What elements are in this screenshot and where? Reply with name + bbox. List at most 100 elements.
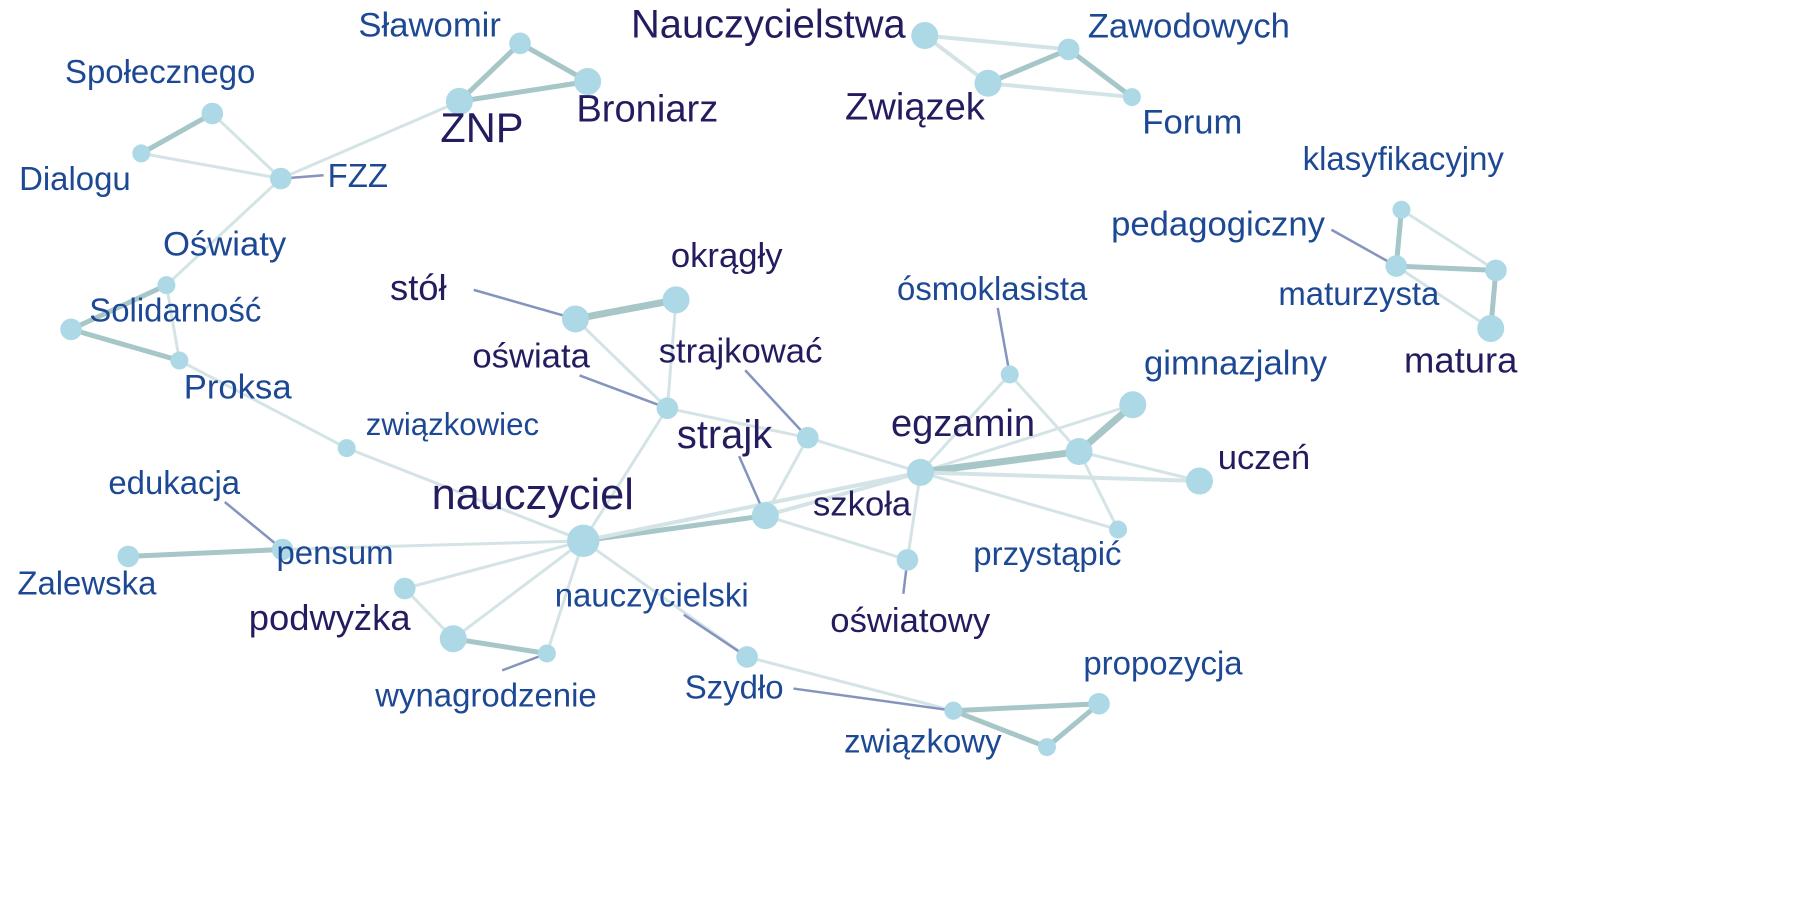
label-zwiazkowy: związkowy <box>844 722 1002 759</box>
label-broniarz: Broniarz <box>576 87 718 130</box>
edges-layer <box>68 33 1499 750</box>
node-zwk_node <box>944 701 963 720</box>
label-egzamin: egzamin <box>891 402 1035 445</box>
node-klasyfikacyjny <box>1392 200 1411 219</box>
node-egzamin <box>906 458 934 486</box>
node-strajk <box>751 502 779 530</box>
node-zalewska <box>117 545 140 568</box>
node-zwiazkowiec <box>337 439 356 458</box>
label-strajkowac: strajkować <box>659 332 823 370</box>
edge-nauczyciel-wynagrodzenie <box>545 539 585 655</box>
node-stol <box>561 305 589 333</box>
node-osmoklasista <box>1000 365 1019 384</box>
node-zwiazek <box>974 69 1002 97</box>
label-forum: Forum <box>1142 103 1242 141</box>
label-oswiata: oświata <box>472 337 590 375</box>
node-maturzysta <box>1485 259 1507 282</box>
label-spolecznego: Społecznego <box>65 53 255 90</box>
leader-szydlo <box>793 687 954 712</box>
label-nauczyciel: nauczyciel <box>432 471 634 519</box>
label-fzz: FZZ <box>328 157 388 194</box>
label-nauczycielski: nauczycielski <box>555 577 749 614</box>
label-szydlo: Szydło <box>685 669 784 706</box>
node-strajkowac <box>796 426 819 449</box>
edge-pedagogiczny-matura <box>1394 264 1493 330</box>
node-uczen <box>1186 467 1214 495</box>
label-okragly: okrągły <box>671 237 783 275</box>
node-podwyzka <box>439 625 467 653</box>
label-propozycja: propozycja <box>1083 644 1243 681</box>
edge-egzamin-uczen <box>918 470 1202 484</box>
edge-stol-oswiata <box>573 317 669 410</box>
edge-oswiata-nauczyciel <box>581 406 669 543</box>
label-zwiazkowiec: związkowiec <box>366 407 539 442</box>
edge-oswiaty-solid_node <box>68 282 169 332</box>
node-znp <box>445 87 473 115</box>
edge-oswiaty-proksa <box>164 283 181 363</box>
label-strajk: strajk <box>677 413 772 457</box>
node-matura <box>1477 314 1505 342</box>
edge-osmoklasista-egzamin <box>918 372 1012 474</box>
label-oswiatowy: oświatowy <box>830 602 991 640</box>
label-osmoklasista: ósmoklasista <box>897 270 1088 307</box>
node-nauczyciel <box>567 524 600 558</box>
label-dialogu: Dialogu <box>19 160 131 197</box>
edge-slawomir-znp <box>456 40 523 104</box>
node-nauczycielstwa <box>911 22 939 50</box>
edge-podwyzka-wynagrodzenie <box>450 636 550 656</box>
node-okragly <box>662 286 690 314</box>
node-solid_node <box>60 318 82 341</box>
label-klasyfikacyjny: klasyfikacyjny <box>1303 140 1505 177</box>
edge-pensum-zalewska <box>125 546 286 559</box>
node-propozycja <box>1088 692 1110 715</box>
edge-egzamin-szkola <box>905 470 922 562</box>
edge-spolecznego-fzz <box>210 112 283 181</box>
label-przystapic: przystąpić <box>973 535 1121 572</box>
node-oswiata <box>656 397 679 420</box>
node-gimnazjalny <box>1119 391 1147 419</box>
edge-nauczyciel-egzamin <box>581 470 923 543</box>
node-nauczycielski <box>736 646 758 668</box>
label-pensum: pensum <box>276 534 393 571</box>
edge-nauczycielstwa-zawodowych <box>922 33 1071 52</box>
edge-stol-okragly <box>571 296 680 323</box>
edge-zwiazkowiec-nauczyciel <box>345 446 585 543</box>
label-podwyzka: podwyżka <box>249 597 412 638</box>
leader-osmoklasista <box>996 307 1011 375</box>
edge-nauczyciel-podwyzka <box>451 539 585 641</box>
node-dialogu <box>132 144 151 163</box>
label-maturzysta: maturzysta <box>1278 275 1440 312</box>
leader-edukacja <box>224 501 284 551</box>
edge-egzamin-egz_hub <box>916 448 1083 476</box>
leader-nauczycielski <box>683 613 748 658</box>
node-podw_node <box>393 577 416 600</box>
node-spolecznego <box>201 102 224 125</box>
leader-oswiata <box>579 374 668 410</box>
edge-egz_hub-uczen <box>1077 450 1202 483</box>
edge-gimnazjalny-egzamin <box>918 403 1135 474</box>
labels-layer: Sławomir Broniarz ZNP Społecznego Dialogu FZZ… <box>17 2 1518 759</box>
edge-klasyfikacyjny-maturzysta <box>1399 208 1498 272</box>
node-szkola <box>896 549 919 571</box>
leader-strajkowac <box>744 369 809 439</box>
edge-pedagogiczny-maturzysta <box>1393 263 1499 273</box>
node-zawodowych <box>1057 38 1080 61</box>
edge-strajkowac-egzamin <box>806 436 922 474</box>
node-fzz <box>270 167 292 190</box>
edge-nauczycielski-zwk_node <box>745 655 955 713</box>
edge-zwk_node-propozycja <box>950 701 1102 714</box>
edge-znp-broniarz <box>456 78 591 104</box>
node-wynagrodzenie <box>537 644 556 663</box>
label-gimnazjalny: gimnazjalny <box>1144 344 1328 382</box>
label-matura: matura <box>1404 340 1518 381</box>
node-pensum <box>271 538 294 561</box>
edge-dialogu-fzz <box>139 151 283 181</box>
leader-pedagogiczny <box>1330 228 1397 268</box>
edge-egz_hub-przystapic <box>1077 450 1120 532</box>
edge-osmoklasista-egz_hub <box>1008 372 1081 454</box>
node-pedagogiczny <box>1385 255 1408 277</box>
label-zwiazek: Związek <box>845 86 986 129</box>
edge-okragly-oswiata <box>665 298 678 410</box>
edge-proksa-zwiazkowiec <box>177 359 349 450</box>
